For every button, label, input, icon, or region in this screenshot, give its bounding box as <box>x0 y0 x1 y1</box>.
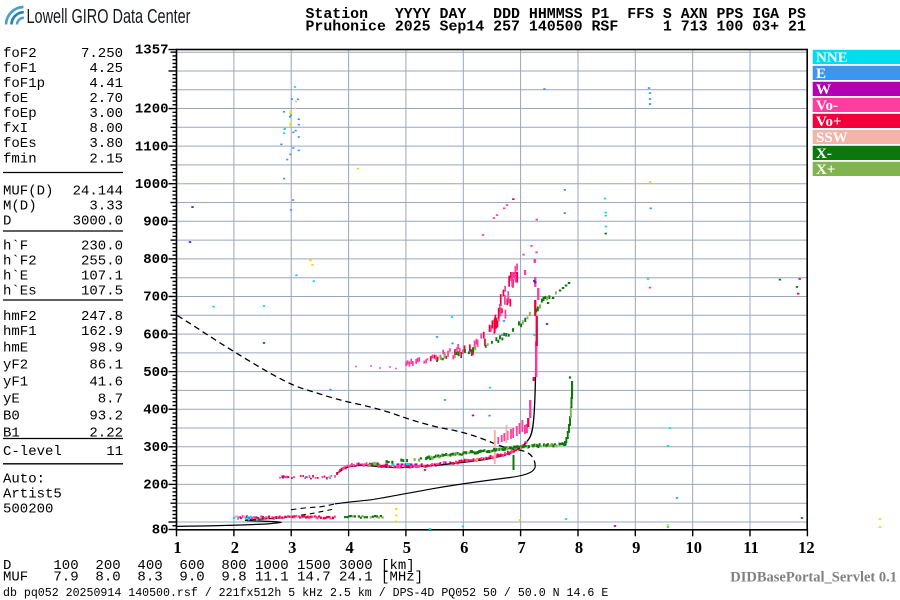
svg-text:7.250: 7.250 <box>81 46 123 62</box>
svg-text:900: 900 <box>143 215 168 231</box>
svg-text:1: 1 <box>173 538 181 557</box>
svg-text:1100: 1100 <box>135 139 169 155</box>
svg-text:247.8: 247.8 <box>81 309 123 325</box>
svg-text:255.0: 255.0 <box>81 254 123 270</box>
svg-text:3.80: 3.80 <box>89 136 123 152</box>
svg-text:4: 4 <box>345 538 353 557</box>
svg-text:B0: B0 <box>3 409 20 425</box>
svg-text:h`F2: h`F2 <box>3 254 37 270</box>
svg-text:2.70: 2.70 <box>89 91 123 107</box>
svg-text:800: 800 <box>143 252 168 268</box>
svg-text:500200: 500200 <box>3 502 53 518</box>
svg-text:h`E: h`E <box>3 269 28 285</box>
svg-text:600: 600 <box>143 327 168 343</box>
svg-text:foF2: foF2 <box>3 46 37 62</box>
svg-text:E: E <box>816 66 826 82</box>
svg-text:B1: B1 <box>3 426 20 442</box>
svg-text:400: 400 <box>143 402 168 418</box>
svg-text:11: 11 <box>743 538 759 557</box>
svg-text:foE: foE <box>3 91 28 107</box>
svg-text:D: D <box>3 214 11 230</box>
svg-text:700: 700 <box>143 290 168 306</box>
svg-text:107.5: 107.5 <box>81 284 123 300</box>
svg-text:2.15: 2.15 <box>89 152 123 168</box>
svg-text:D 100 200 400 600 800: D 100 200 400 600 800 1000 1500 3000 [km… <box>3 558 415 574</box>
svg-text:9: 9 <box>632 538 640 557</box>
svg-text:2.22: 2.22 <box>89 426 123 442</box>
svg-text:162.9: 162.9 <box>81 324 123 340</box>
svg-text:foEp: foEp <box>3 106 37 122</box>
svg-text:8: 8 <box>575 538 583 557</box>
svg-text:h`Es: h`Es <box>3 284 37 300</box>
svg-text:300: 300 <box>143 440 168 456</box>
svg-text:7: 7 <box>517 538 525 557</box>
svg-text:8.00: 8.00 <box>89 121 123 137</box>
svg-text:80: 80 <box>152 523 169 539</box>
svg-text:SSW: SSW <box>816 130 848 146</box>
svg-text:Artist5: Artist5 <box>3 487 62 503</box>
svg-text:1200: 1200 <box>135 102 169 118</box>
svg-text:1000: 1000 <box>135 177 169 193</box>
svg-text:yF2: yF2 <box>3 358 28 374</box>
svg-text:NNE: NNE <box>816 50 848 66</box>
svg-text:3000.0: 3000.0 <box>73 214 123 230</box>
svg-text:Vo+: Vo+ <box>816 114 842 130</box>
svg-text:10: 10 <box>685 538 702 557</box>
svg-text:X-: X- <box>816 146 832 162</box>
svg-text:Pruhonice 2025 Sep14 257 14050: Pruhonice 2025 Sep14 257 140500 RSF 1 71… <box>306 19 806 35</box>
svg-text:foF1p: foF1p <box>3 76 45 92</box>
svg-text:X+: X+ <box>816 162 835 178</box>
svg-text:Station YYYY DAY DDD HHMMS: Station YYYY DAY DDD HHMMSS P1 FFS S AXN… <box>306 7 806 23</box>
svg-text:C-level: C-level <box>3 444 62 460</box>
svg-text:24.144: 24.144 <box>73 184 123 200</box>
svg-text:MUF 7.9 8.0 8.3 9.0 9.8: MUF 7.9 8.0 8.3 9.0 9.8 11.1 14.7 24.1 [… <box>3 570 423 586</box>
svg-text:Lowell GIRO Data Center: Lowell GIRO Data Center <box>27 6 191 28</box>
svg-text:11: 11 <box>106 444 123 460</box>
svg-text:200: 200 <box>143 478 168 494</box>
svg-text:MUF(D): MUF(D) <box>3 184 53 200</box>
svg-text:yE: yE <box>3 392 20 408</box>
svg-text:8.7: 8.7 <box>98 392 123 408</box>
svg-text:DIDBasePortal_Servlet 0.1: DIDBasePortal_Servlet 0.1 <box>730 570 897 586</box>
svg-text:hmF1: hmF1 <box>3 324 37 340</box>
svg-text:98.9: 98.9 <box>89 341 123 357</box>
svg-text:fmin: fmin <box>3 152 37 168</box>
svg-text:500: 500 <box>143 365 168 381</box>
svg-text:W: W <box>816 82 831 98</box>
svg-text:Auto:: Auto: <box>3 472 45 488</box>
svg-text:db pq052 20250914 140500.rsf /: db pq052 20250914 140500.rsf / 221fx512h… <box>3 587 608 600</box>
svg-text:hmE: hmE <box>3 341 28 357</box>
svg-text:M(D): M(D) <box>3 199 37 215</box>
svg-text:foF1: foF1 <box>3 61 37 77</box>
svg-text:230.0: 230.0 <box>81 239 123 255</box>
svg-text:6: 6 <box>460 538 468 557</box>
svg-text:12: 12 <box>798 538 815 557</box>
svg-text:hmF2: hmF2 <box>3 309 37 325</box>
svg-text:86.1: 86.1 <box>89 358 123 374</box>
svg-text:93.2: 93.2 <box>89 409 123 425</box>
svg-text:foEs: foEs <box>3 136 37 152</box>
svg-text:2: 2 <box>231 538 239 557</box>
svg-text:107.1: 107.1 <box>81 269 123 285</box>
svg-text:4.41: 4.41 <box>89 76 123 92</box>
svg-text:h`F: h`F <box>3 239 28 255</box>
svg-text:5: 5 <box>403 538 411 557</box>
svg-text:fxI: fxI <box>3 121 28 137</box>
svg-text:yF1: yF1 <box>3 375 28 391</box>
svg-text:Vo-: Vo- <box>816 98 838 114</box>
svg-text:4.25: 4.25 <box>89 61 123 77</box>
svg-text:1357: 1357 <box>135 43 169 59</box>
svg-text:3.33: 3.33 <box>89 199 123 215</box>
svg-text:3.00: 3.00 <box>89 106 123 122</box>
svg-text:3: 3 <box>288 538 296 557</box>
svg-text:41.6: 41.6 <box>89 375 123 391</box>
